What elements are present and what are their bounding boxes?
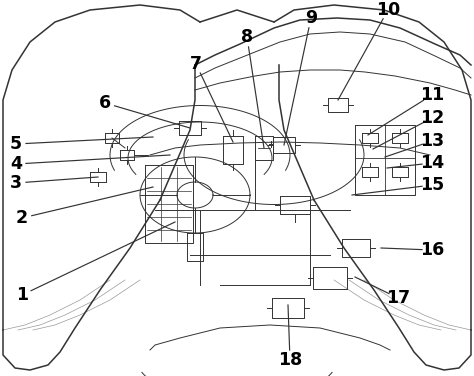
Text: 1: 1 <box>16 286 28 304</box>
Text: 18: 18 <box>278 351 302 369</box>
Text: 4: 4 <box>10 155 22 173</box>
Text: 8: 8 <box>241 28 253 46</box>
Text: 10: 10 <box>376 1 400 19</box>
Text: 15: 15 <box>420 176 444 194</box>
Text: 5: 5 <box>10 135 22 153</box>
Text: 9: 9 <box>305 9 317 27</box>
Text: 2: 2 <box>16 209 28 227</box>
Text: 14: 14 <box>420 154 444 172</box>
Text: 6: 6 <box>99 94 111 112</box>
Text: 11: 11 <box>420 86 444 104</box>
Text: 13: 13 <box>420 132 444 150</box>
Text: 7: 7 <box>190 55 202 73</box>
Text: 16: 16 <box>420 241 444 259</box>
Text: 17: 17 <box>386 289 410 307</box>
Text: 3: 3 <box>10 174 22 192</box>
Text: 12: 12 <box>420 109 444 127</box>
